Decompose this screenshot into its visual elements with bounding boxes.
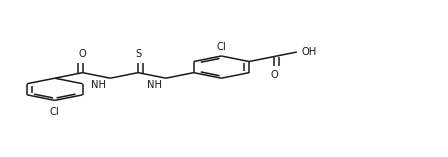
Text: NH: NH [91, 80, 106, 90]
Text: NH: NH [146, 80, 162, 90]
Text: Cl: Cl [216, 42, 226, 52]
Text: OH: OH [302, 47, 317, 57]
Text: O: O [271, 70, 279, 80]
Text: S: S [135, 49, 142, 59]
Text: Cl: Cl [50, 108, 60, 117]
Text: O: O [78, 49, 86, 59]
